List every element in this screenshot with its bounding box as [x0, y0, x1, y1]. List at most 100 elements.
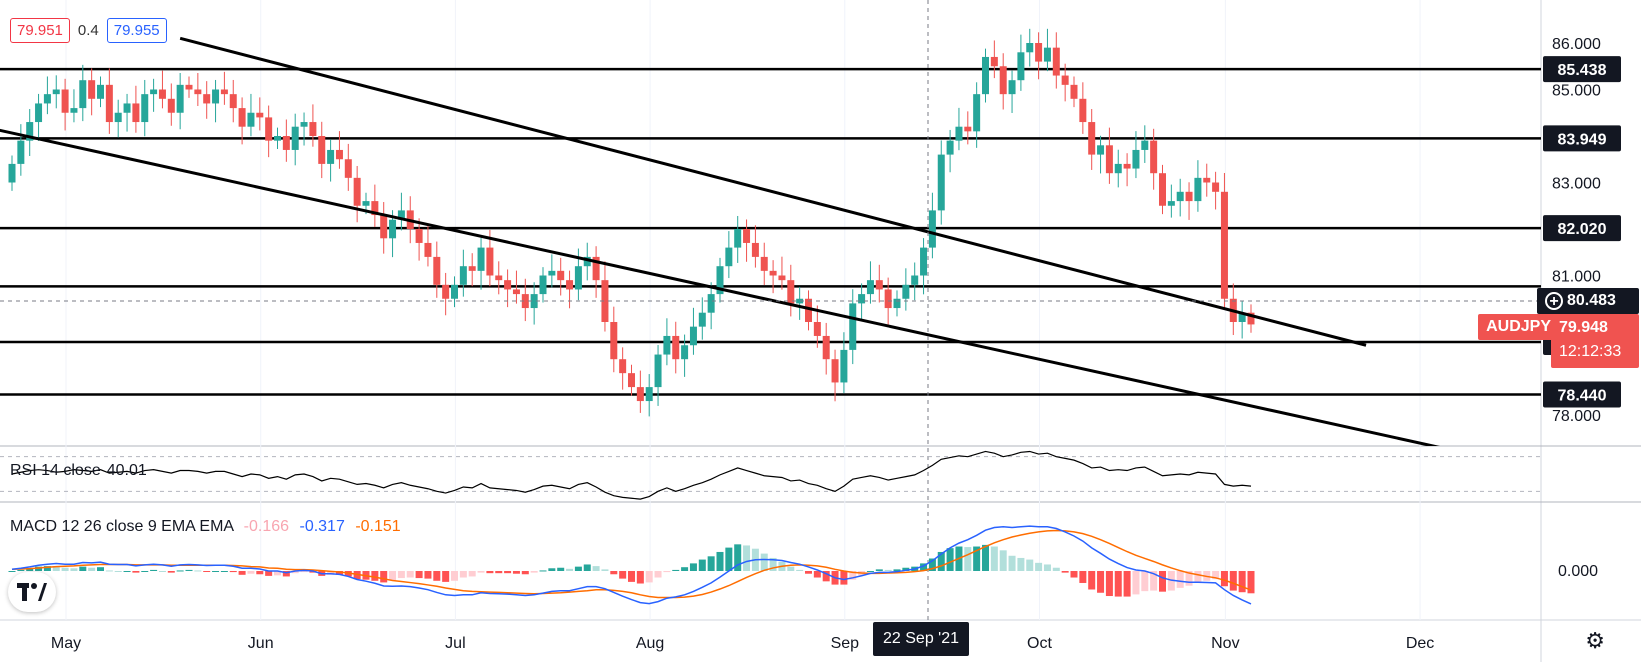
candle-body — [1141, 140, 1149, 150]
candle-body — [433, 256, 441, 285]
macd-histogram-bar — [734, 544, 742, 571]
macd-histogram-bar — [672, 569, 680, 571]
candle-body — [698, 312, 706, 327]
price-tick-label: 83.000 — [1552, 176, 1601, 193]
macd-histogram-bar — [300, 571, 308, 573]
candle-body — [88, 80, 96, 99]
macd-histogram-bar — [433, 571, 441, 581]
candle-body — [628, 373, 635, 388]
macd-histogram-bar — [1132, 571, 1140, 595]
macd-histogram-bar — [1212, 571, 1220, 580]
candle-body — [964, 126, 972, 132]
macd-histogram-bar — [256, 571, 264, 575]
macd-histogram-bar — [566, 568, 574, 571]
candle-body — [1026, 43, 1034, 53]
crosshair-price: 80.483 — [1567, 292, 1616, 309]
candle-body — [805, 298, 812, 322]
candle-body — [672, 335, 680, 360]
candle-body — [229, 94, 237, 109]
macd-histogram-bar — [902, 567, 910, 571]
candlesticks — [8, 28, 1255, 417]
candle-body — [1070, 84, 1078, 99]
rsi-legend[interactable]: RSI 14 close 40.01 — [10, 462, 147, 480]
candle-body — [185, 84, 193, 90]
candle-body — [1247, 312, 1255, 325]
price-tick-label: 85.000 — [1552, 83, 1601, 100]
candle-body — [176, 84, 184, 113]
last-price: 79.948 — [1559, 319, 1608, 336]
macd-histogram-bar — [928, 558, 936, 571]
candle-body — [973, 94, 981, 132]
candle-body — [256, 112, 264, 118]
ask-price[interactable]: 79.955 — [106, 18, 167, 43]
candle-body — [822, 335, 830, 360]
rsi-label: RSI 14 close — [10, 462, 101, 479]
crosshair-date-badge: 22 Sep '21 — [873, 622, 970, 656]
macd-histogram-bar — [451, 571, 458, 581]
time-axis-ticks: May Jun Jul Aug Sep Oct Nov Dec — [51, 635, 1434, 652]
candle-body — [194, 89, 202, 95]
candle-body — [291, 126, 299, 150]
candle-body — [1061, 75, 1069, 85]
bid-price[interactable]: 79.951 — [10, 18, 70, 43]
candle-body — [636, 387, 644, 402]
candle-body — [521, 294, 529, 309]
macd-histogram-bar — [282, 571, 290, 577]
macd-histogram-bar — [397, 571, 405, 579]
candle-body — [849, 303, 857, 350]
candle-body — [158, 89, 166, 99]
candle-body — [1017, 52, 1025, 81]
macd-histogram-bar — [628, 571, 635, 582]
macd-histogram-bar — [335, 571, 343, 575]
macd-histogram-bar — [61, 567, 69, 571]
time-tick-label: May — [51, 635, 81, 652]
macd-histogram-bar — [1026, 559, 1034, 571]
macd-histogram-bar — [893, 569, 901, 571]
macd-histogram-bar — [698, 559, 706, 571]
macd-histogram-bar — [707, 556, 715, 571]
macd-histogram-bar — [43, 566, 51, 571]
candle-body — [397, 210, 405, 220]
crosshair-plus-icon[interactable]: + — [1545, 291, 1563, 310]
macd-histogram-bar — [504, 571, 512, 574]
tradingview-logo[interactable] — [8, 572, 56, 612]
rsi-line — [11, 450, 1252, 500]
rsi-value: 40.01 — [106, 462, 147, 479]
macd-histogram-bar — [229, 571, 237, 573]
macd-histogram-bar — [274, 571, 281, 576]
macd-histogram-bar — [689, 563, 697, 571]
candle-body — [123, 103, 131, 113]
candle-body — [1008, 80, 1016, 95]
time-tick-label: Nov — [1211, 635, 1239, 652]
macd-histogram-bar — [849, 571, 857, 580]
candle-body — [220, 89, 228, 95]
candle-body — [1238, 312, 1246, 322]
candle-body — [1194, 177, 1202, 202]
macd-histogram-bar — [681, 567, 689, 571]
candle-body — [26, 122, 34, 141]
candle-body — [486, 247, 494, 276]
macd-histogram-bar — [238, 571, 246, 575]
macd-histogram-bar — [459, 571, 467, 578]
candle-body — [601, 280, 609, 322]
candle-body — [751, 242, 759, 257]
candle-body — [389, 219, 397, 239]
macd-histogram-bar — [539, 570, 547, 572]
channel-lines[interactable] — [0, 36, 1641, 503]
candle-body — [902, 284, 910, 299]
macd-legend[interactable]: MACD 12 26 close 9 EMA EMA -0.166 -0.317… — [10, 518, 401, 536]
macd-histogram-bar — [1150, 571, 1158, 591]
macd-histogram-bar — [813, 571, 821, 578]
macd-histogram-bar — [424, 571, 432, 579]
macd-histogram-bar — [88, 567, 96, 571]
channel-trendline — [179, 36, 1367, 347]
macd-histogram-bar — [114, 571, 122, 572]
macd-histogram-bar — [158, 571, 166, 572]
settings-gear-icon[interactable]: ⚙ — [1585, 628, 1605, 653]
candle-body — [760, 256, 768, 271]
macd-histogram-bar — [380, 571, 388, 583]
candle-body — [8, 163, 16, 183]
macd-histogram-bar — [1008, 555, 1016, 571]
price-tick-label: 86.000 — [1552, 36, 1601, 53]
